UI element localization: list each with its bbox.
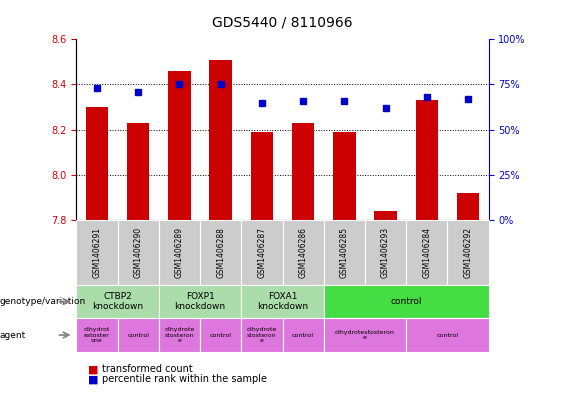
Bar — [85, 107, 108, 220]
Bar — [415, 100, 438, 220]
Bar — [168, 71, 191, 220]
Text: agent: agent — [0, 331, 26, 340]
Text: GSM1406292: GSM1406292 — [464, 227, 472, 278]
Bar — [457, 193, 480, 220]
Text: genotype/variation: genotype/variation — [0, 297, 86, 306]
Text: GDS5440 / 8110966: GDS5440 / 8110966 — [212, 16, 353, 30]
Text: GSM1406289: GSM1406289 — [175, 227, 184, 278]
Bar — [209, 60, 232, 220]
Text: control: control — [437, 332, 458, 338]
Bar — [250, 132, 273, 220]
Text: ■: ■ — [88, 364, 98, 375]
Text: GSM1406288: GSM1406288 — [216, 227, 225, 278]
Text: GSM1406285: GSM1406285 — [340, 227, 349, 278]
Text: transformed count: transformed count — [102, 364, 193, 375]
Text: GSM1406291: GSM1406291 — [93, 227, 101, 278]
Text: dihydrotestosteron
e: dihydrotestosteron e — [335, 330, 395, 340]
Text: control: control — [390, 297, 422, 306]
Text: dihydrote
stosteron
e: dihydrote stosteron e — [247, 327, 277, 343]
Text: ■: ■ — [88, 374, 98, 384]
Text: GSM1406290: GSM1406290 — [134, 227, 142, 278]
Bar — [333, 132, 356, 220]
Bar — [127, 123, 150, 220]
Text: control: control — [292, 332, 314, 338]
Text: percentile rank within the sample: percentile rank within the sample — [102, 374, 267, 384]
Text: GSM1406284: GSM1406284 — [423, 227, 431, 278]
Text: dihydrot
estoster
one: dihydrot estoster one — [84, 327, 110, 343]
Text: control: control — [127, 332, 149, 338]
Text: GSM1406286: GSM1406286 — [299, 227, 307, 278]
Text: FOXP1
knockdown: FOXP1 knockdown — [175, 292, 225, 311]
Bar — [292, 123, 315, 220]
Bar — [374, 211, 397, 220]
Text: GSM1406293: GSM1406293 — [381, 227, 390, 278]
Text: GSM1406287: GSM1406287 — [258, 227, 266, 278]
Text: dihydrote
stosteron
e: dihydrote stosteron e — [164, 327, 194, 343]
Text: CTBP2
knockdown: CTBP2 knockdown — [92, 292, 143, 311]
Text: FOXA1
knockdown: FOXA1 knockdown — [257, 292, 308, 311]
Text: control: control — [210, 332, 232, 338]
